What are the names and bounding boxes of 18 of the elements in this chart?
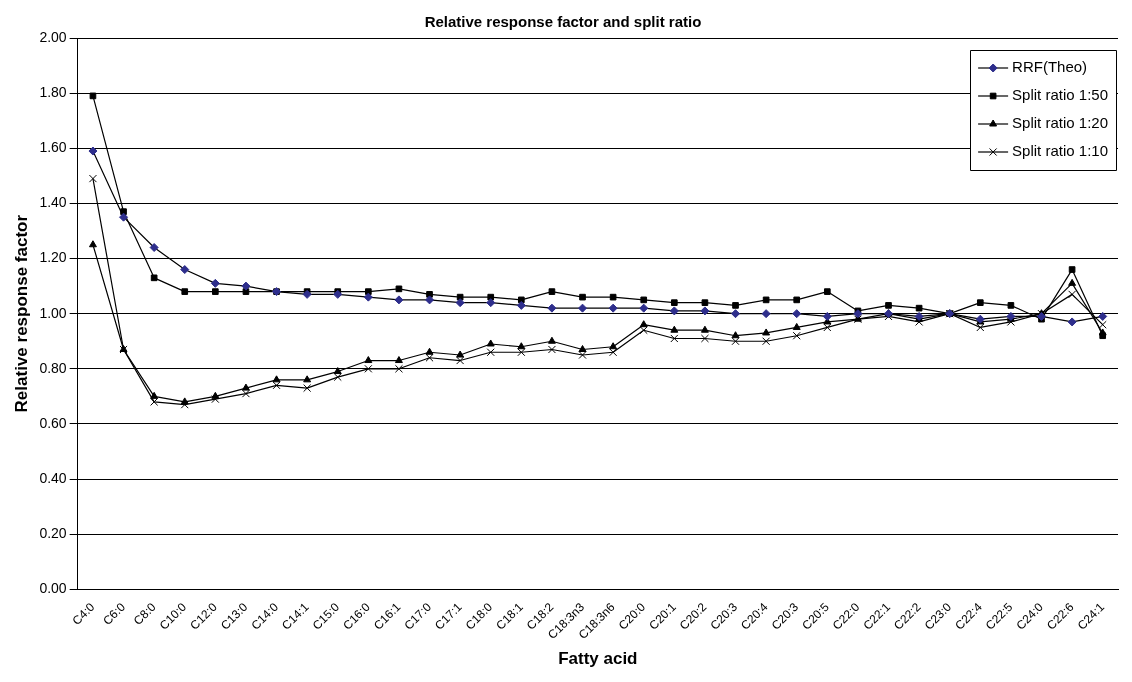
chart-title: Relative response factor and split ratio [424,13,702,31]
legend-label: RRF(Theo) [1012,58,1088,76]
y-tick-label: 2.00 [39,28,67,45]
legend-label: Split ratio 1:10 [1012,142,1108,160]
y-axis-title: Relative response factor [11,214,31,413]
y-tick-label: 0.80 [39,359,67,376]
y-tick-label: 1.40 [39,194,67,211]
y-tick-label: 1.80 [39,83,67,100]
y-tick-label: 1.00 [39,304,67,321]
y-tick-label: 0.20 [39,525,67,542]
y-tick-label: 0.60 [39,414,67,431]
legend-label: Split ratio 1:50 [1012,86,1108,104]
legend-label: Split ratio 1:20 [1012,114,1108,132]
y-tick-label: 1.60 [39,139,67,156]
y-tick-label: 1.20 [39,249,67,266]
y-tick-label: 0.00 [39,580,67,597]
x-axis-title: Fatty acid [558,649,638,669]
y-tick-label: 0.40 [39,469,67,486]
